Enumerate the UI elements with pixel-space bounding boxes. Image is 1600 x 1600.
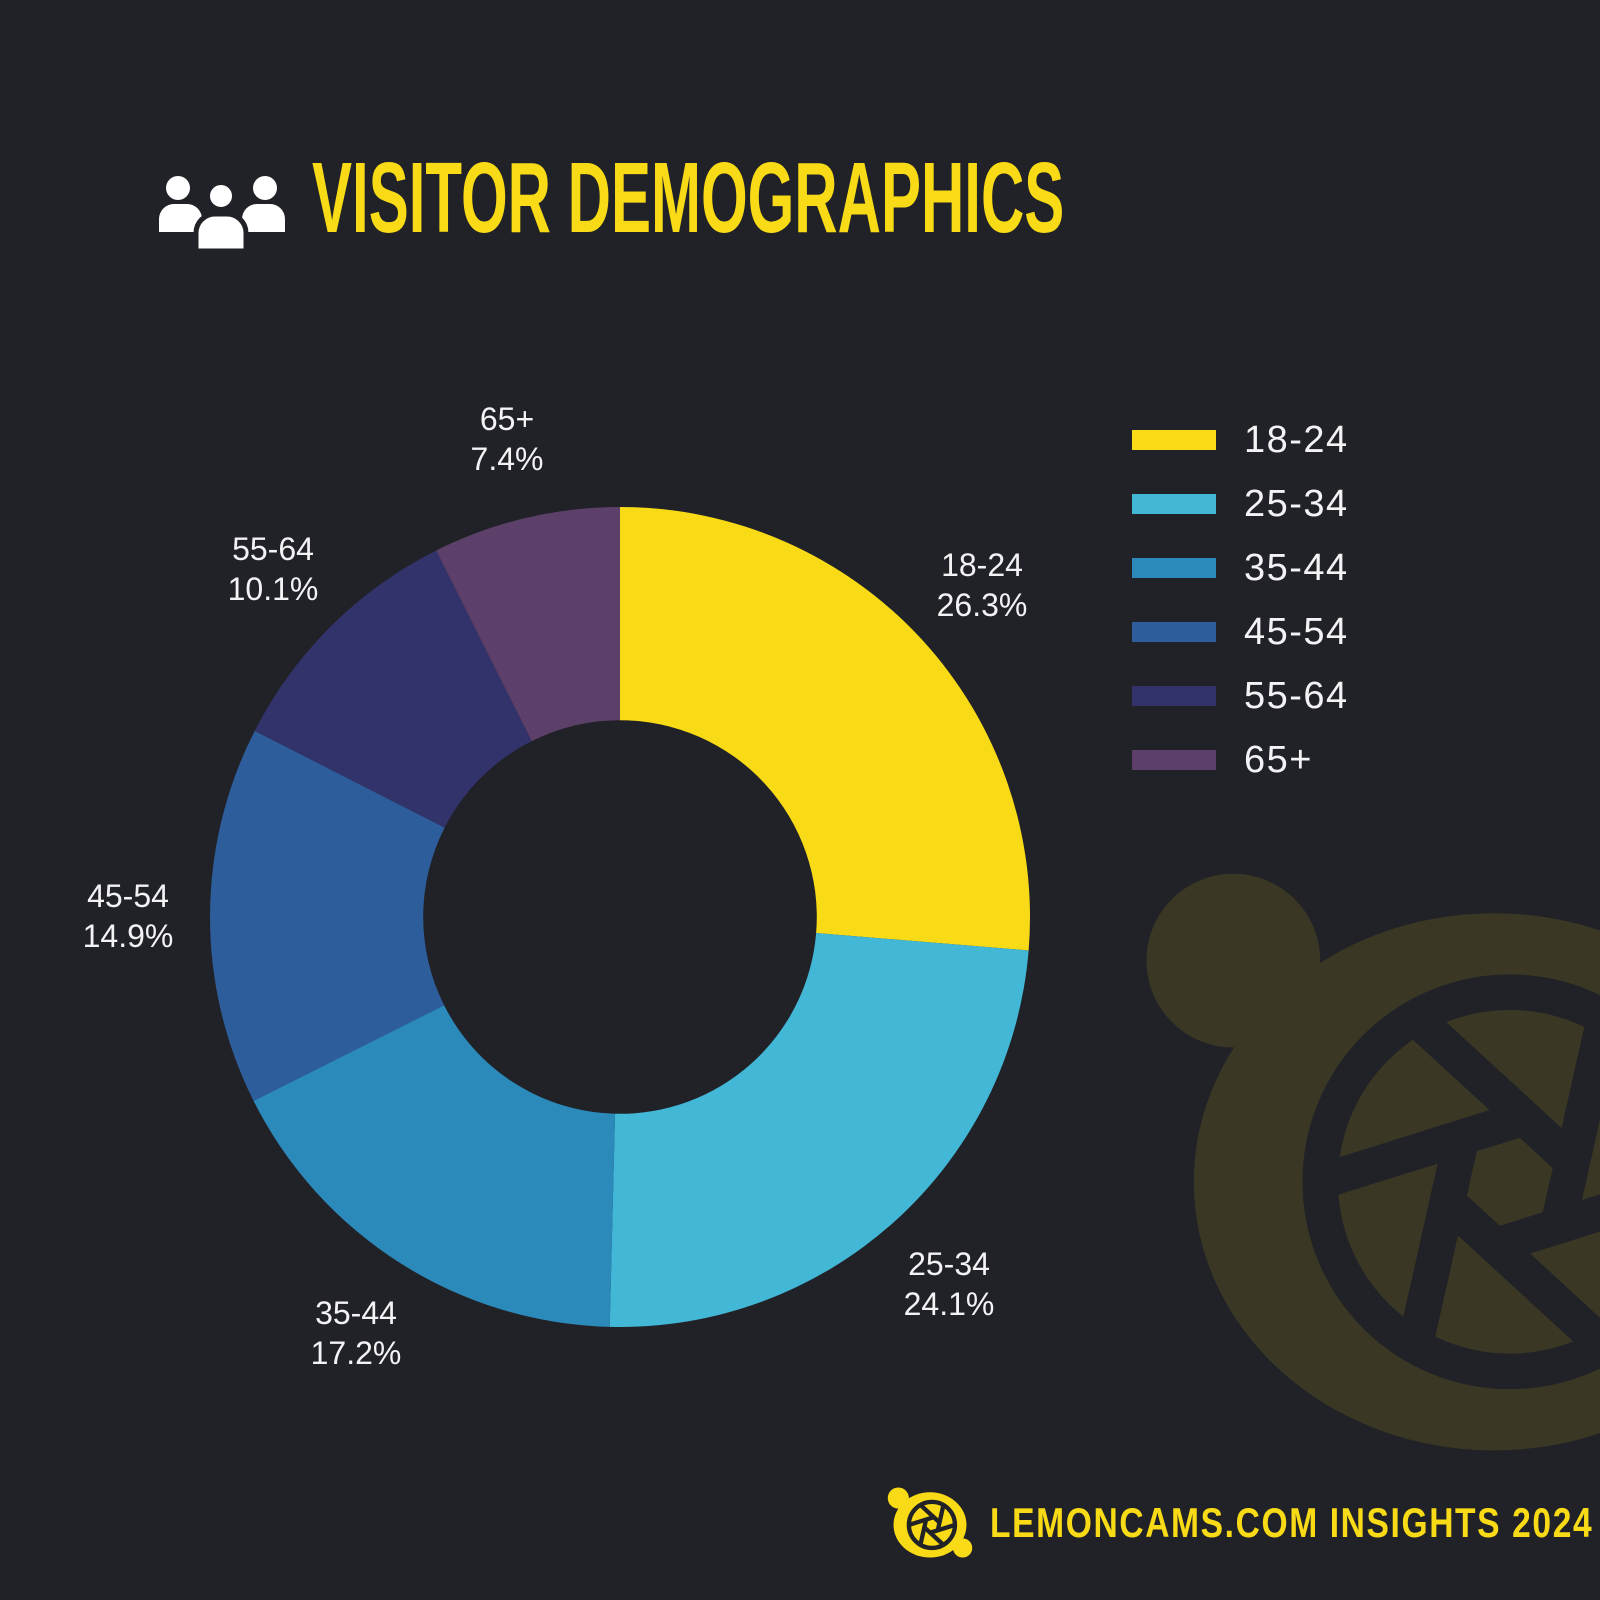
legend-label-25-34: 25-34 xyxy=(1244,482,1349,525)
legend-item-45-54: 45-54 xyxy=(1132,600,1349,664)
legend-swatch-65+ xyxy=(1132,750,1216,770)
header: VISITOR DEMOGRAPHICS xyxy=(156,148,1566,252)
legend-item-55-64: 55-64 xyxy=(1132,664,1349,728)
slice-25-34 xyxy=(609,933,1029,1327)
legend-label-65+: 65+ xyxy=(1244,738,1313,781)
slice-55-64 xyxy=(254,550,532,828)
people-group-icon xyxy=(159,176,285,252)
slice-label-35-44: 35-44 17.2% xyxy=(311,1295,402,1371)
slice-label-65+: 65+ 7.4% xyxy=(471,401,544,477)
legend-swatch-18-24 xyxy=(1132,430,1216,450)
footer: LEMONCAMS.COM INSIGHTS 2024 xyxy=(882,1482,1600,1564)
legend-item-35-44: 35-44 xyxy=(1132,536,1349,600)
slice-label-55-64: 55-64 10.1% xyxy=(228,531,319,607)
slice-65+ xyxy=(436,507,620,742)
legend-item-18-24: 18-24 xyxy=(1132,408,1349,472)
legend-swatch-25-34 xyxy=(1132,494,1216,514)
page-title: VISITOR DEMOGRAPHICS xyxy=(312,142,1065,254)
legend-swatch-35-44 xyxy=(1132,558,1216,578)
lemon-aperture-watermark xyxy=(1146,873,1600,1451)
slice-45-54 xyxy=(210,730,445,1101)
legend-label-55-64: 55-64 xyxy=(1244,674,1349,717)
slice-label-18-24: 18-24 26.3% xyxy=(937,547,1028,623)
legend-item-65+: 65+ xyxy=(1132,728,1349,792)
legend: 18-24 25-34 35-44 45-54 55-64 65+ xyxy=(1132,408,1349,792)
legend-label-45-54: 45-54 xyxy=(1244,610,1349,653)
footer-brand-text: LEMONCAMS.COM INSIGHTS 2024 xyxy=(990,1499,1594,1546)
slice-label-45-54: 45-54 14.9% xyxy=(83,878,174,954)
legend-swatch-55-64 xyxy=(1132,686,1216,706)
legend-item-25-34: 25-34 xyxy=(1132,472,1349,536)
legend-swatch-45-54 xyxy=(1132,622,1216,642)
slice-35-44 xyxy=(253,1005,616,1327)
slice-18-24 xyxy=(620,507,1030,951)
slice-label-25-34: 25-34 24.1% xyxy=(904,1246,995,1322)
legend-label-18-24: 18-24 xyxy=(1244,418,1349,461)
lemon-aperture-logo-icon xyxy=(887,1487,973,1558)
legend-label-35-44: 35-44 xyxy=(1244,546,1349,589)
